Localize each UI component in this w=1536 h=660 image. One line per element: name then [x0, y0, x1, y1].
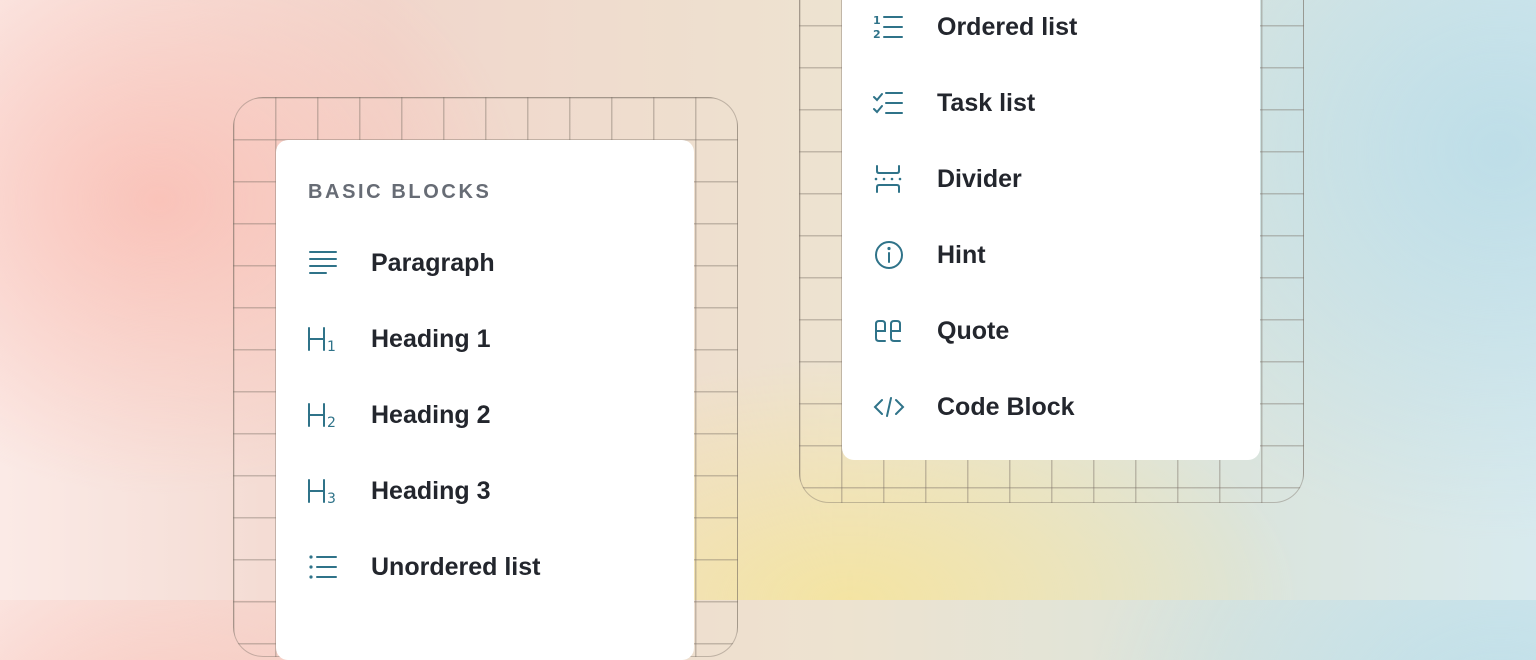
menu-item-label: Task list: [937, 88, 1036, 117]
task-list-icon: [873, 92, 903, 114]
info-icon: [875, 241, 903, 269]
heading-2-icon: 2: [308, 403, 336, 431]
menu-item-label: Unordered list: [371, 552, 541, 581]
menu-item-heading-2[interactable]: 2 Heading 2: [306, 395, 490, 435]
menu-item-unordered-list[interactable]: Unordered list: [306, 547, 540, 587]
quote-icon: [875, 320, 901, 342]
menu-item-label: Code Block: [937, 392, 1075, 421]
menu-item-heading-1[interactable]: 1 Heading 1: [306, 319, 490, 359]
ordered-list-icon: 12: [873, 14, 903, 41]
menu-item-paragraph[interactable]: Paragraph: [306, 243, 495, 283]
svg-text:1: 1: [873, 14, 881, 27]
menu-item-label: Quote: [937, 316, 1010, 345]
svg-text:2: 2: [873, 28, 881, 41]
code-icon: [873, 397, 905, 417]
menu-item-label: Ordered list: [937, 12, 1078, 41]
menu-item-label: Paragraph: [371, 248, 495, 277]
menu-item-code-block[interactable]: Code Block: [872, 387, 1075, 427]
divider-icon: [874, 165, 902, 193]
menu-item-quote[interactable]: Quote: [872, 311, 1009, 351]
svg-text:1: 1: [327, 339, 336, 355]
block-menu-basic: BASIC BLOCKS Paragraph 1 Heading 1 2 Hea…: [276, 140, 694, 660]
menu-item-divider[interactable]: Divider: [872, 159, 1022, 199]
heading-1-icon: 1: [308, 327, 336, 355]
menu-item-label: Heading 2: [371, 400, 491, 429]
menu-item-label: Hint: [937, 240, 986, 269]
menu-item-task-list[interactable]: Task list: [872, 83, 1035, 123]
heading-3-icon: 3: [308, 479, 336, 507]
unordered-list-icon: [309, 555, 337, 579]
menu-item-label: Heading 1: [371, 324, 491, 353]
svg-text:2: 2: [327, 415, 336, 431]
menu-item-label: Heading 3: [371, 476, 491, 505]
section-title: BASIC BLOCKS: [308, 181, 492, 203]
menu-item-label: Divider: [937, 164, 1022, 193]
menu-item-heading-3[interactable]: 3 Heading 3: [306, 471, 490, 511]
paragraph-icon: [309, 251, 337, 274]
svg-text:3: 3: [327, 491, 336, 507]
menu-item-hint[interactable]: Hint: [872, 235, 986, 275]
